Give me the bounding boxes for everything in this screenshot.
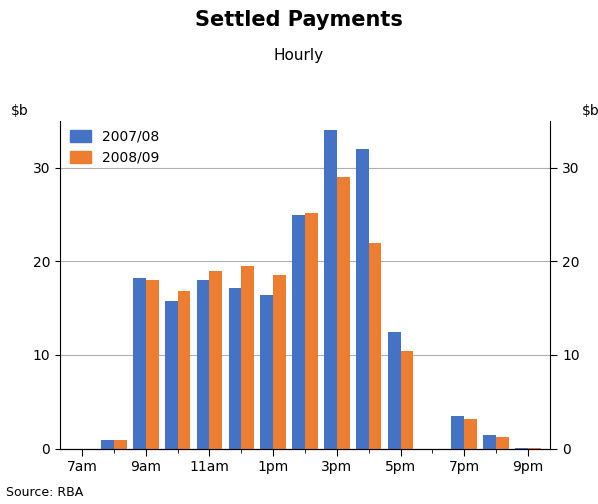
- Bar: [114, 440, 127, 449]
- Bar: [401, 351, 413, 449]
- Legend: 2007/08, 2008/09: 2007/08, 2008/09: [65, 124, 165, 170]
- Bar: [483, 434, 496, 449]
- Bar: [451, 416, 464, 449]
- Bar: [305, 213, 318, 449]
- Bar: [197, 280, 209, 449]
- Text: Hourly: Hourly: [274, 48, 324, 63]
- Text: $b: $b: [11, 104, 29, 117]
- Bar: [209, 271, 222, 449]
- Bar: [324, 131, 337, 449]
- Text: Source: RBA: Source: RBA: [6, 486, 83, 499]
- Bar: [273, 275, 286, 449]
- Bar: [496, 437, 509, 449]
- Bar: [178, 291, 190, 449]
- Bar: [337, 177, 350, 449]
- Bar: [165, 301, 178, 449]
- Bar: [292, 215, 305, 449]
- Text: Settled Payments: Settled Payments: [195, 10, 403, 30]
- Bar: [133, 278, 146, 449]
- Bar: [368, 242, 382, 449]
- Bar: [356, 149, 368, 449]
- Text: $b: $b: [581, 104, 598, 117]
- Bar: [228, 288, 242, 449]
- Bar: [388, 332, 401, 449]
- Bar: [260, 295, 273, 449]
- Bar: [242, 266, 254, 449]
- Bar: [146, 280, 158, 449]
- Bar: [101, 440, 114, 449]
- Bar: [464, 419, 477, 449]
